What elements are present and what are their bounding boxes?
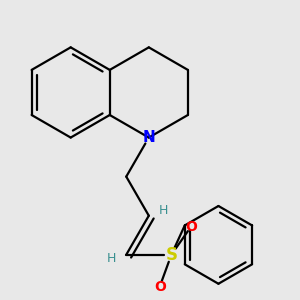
Text: H: H: [106, 252, 116, 265]
Text: H: H: [159, 204, 168, 217]
Text: O: O: [185, 220, 197, 234]
Text: N: N: [142, 130, 155, 145]
Text: S: S: [165, 246, 177, 264]
Text: O: O: [154, 280, 166, 293]
